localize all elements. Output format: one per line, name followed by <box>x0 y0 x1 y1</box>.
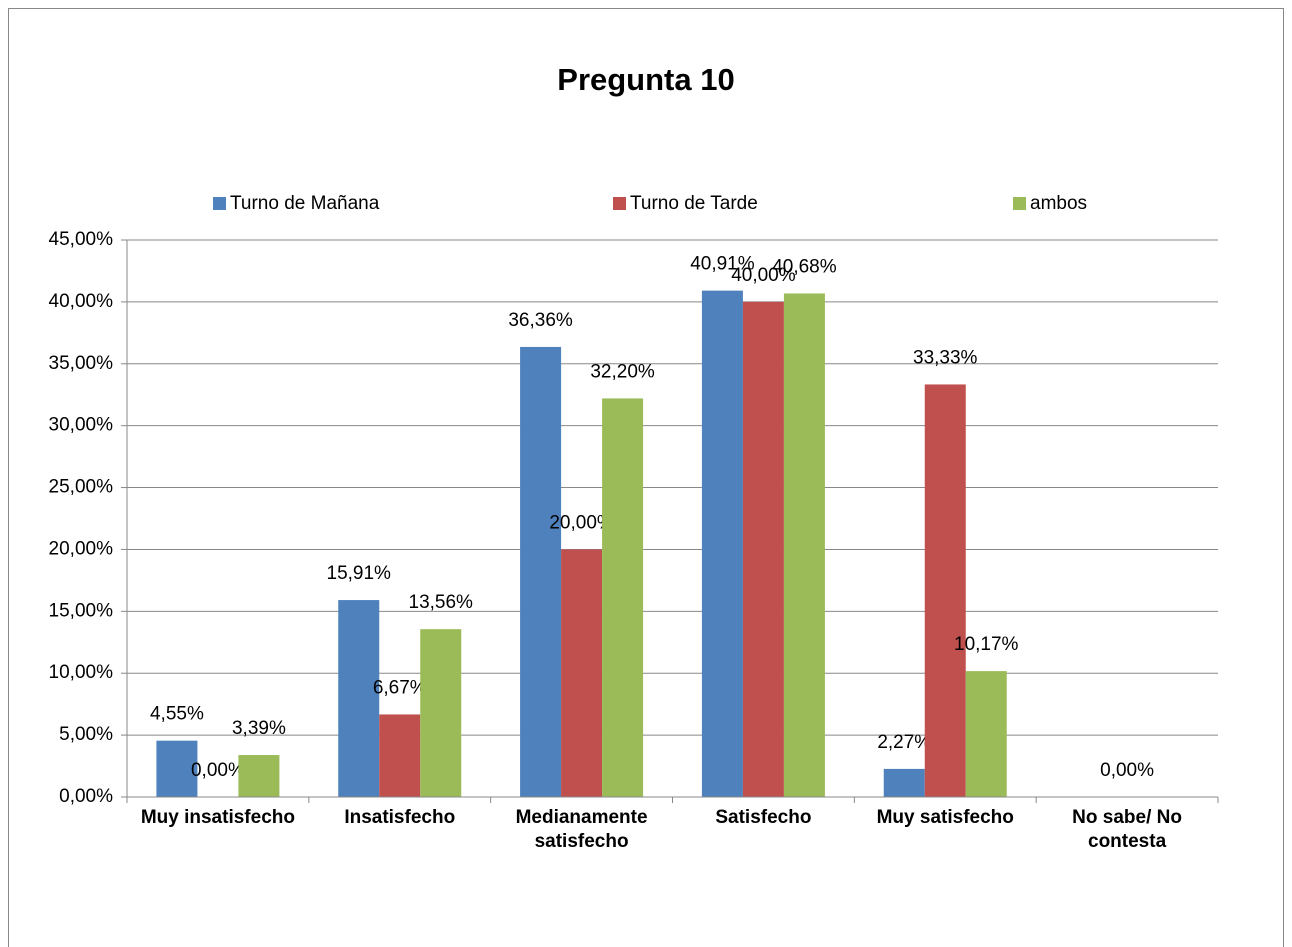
y-tick-label: 25,00% <box>49 477 114 498</box>
data-label: 4,55% <box>150 704 204 725</box>
y-tick-label: 35,00% <box>49 353 114 374</box>
data-label: 3,39% <box>232 718 286 739</box>
chart-title: Pregunta 10 <box>557 62 734 97</box>
bar <box>701 290 743 797</box>
data-label: 0,00% <box>1100 760 1154 781</box>
y-tick-label: 40,00% <box>49 291 114 312</box>
x-tick-label: No sabe/ No contesta <box>1072 807 1182 852</box>
bar <box>783 293 825 797</box>
bar <box>924 384 966 797</box>
data-label: 36,36% <box>508 310 573 331</box>
bar <box>965 671 1007 797</box>
x-tick-label: Medianamente satisfecho <box>515 807 648 852</box>
x-tick-label: Insatisfecho <box>344 807 456 828</box>
y-tick-label: 20,00% <box>49 538 114 559</box>
legend-label: ambos <box>1030 193 1087 214</box>
y-tick-label: 45,00% <box>49 229 114 250</box>
legend-swatch <box>1013 197 1026 210</box>
data-label: 10,17% <box>954 634 1019 655</box>
data-label: 40,68% <box>772 256 837 277</box>
legend-label: Turno de Tarde <box>630 193 758 214</box>
data-label: 13,56% <box>409 592 474 613</box>
data-label: 0,00% <box>191 760 245 781</box>
legend-label: Turno de Mañana <box>230 193 380 214</box>
bar <box>379 714 421 797</box>
data-label: 40,00% <box>731 265 796 286</box>
bar <box>156 740 198 797</box>
data-label: 20,00% <box>549 512 614 533</box>
y-tick-label: 0,00% <box>59 786 113 807</box>
data-label: 6,67% <box>373 677 427 698</box>
data-label: 33,33% <box>913 347 978 368</box>
y-tick-label: 30,00% <box>49 415 114 436</box>
data-label: 32,20% <box>590 361 655 382</box>
bar <box>420 629 462 797</box>
y-tick-label: 10,00% <box>49 662 114 683</box>
data-label: 40,91% <box>690 254 755 275</box>
data-label: 15,91% <box>327 563 392 584</box>
bar <box>561 549 603 797</box>
bar <box>338 600 380 797</box>
x-tick-label: Muy insatisfecho <box>140 807 295 828</box>
bar <box>883 768 925 797</box>
y-tick-label: 5,00% <box>59 724 113 745</box>
bar <box>602 398 644 797</box>
chart-border <box>8 8 1284 947</box>
bar <box>238 755 280 797</box>
x-tick-label: Satisfecho <box>715 807 812 828</box>
legend-swatch <box>613 197 626 210</box>
legend-swatch <box>213 197 226 210</box>
x-tick-label: Muy satisfecho <box>876 807 1014 828</box>
data-label: 2,27% <box>877 732 931 753</box>
bar <box>520 346 562 797</box>
y-tick-label: 15,00% <box>49 600 114 621</box>
bar <box>742 301 784 797</box>
